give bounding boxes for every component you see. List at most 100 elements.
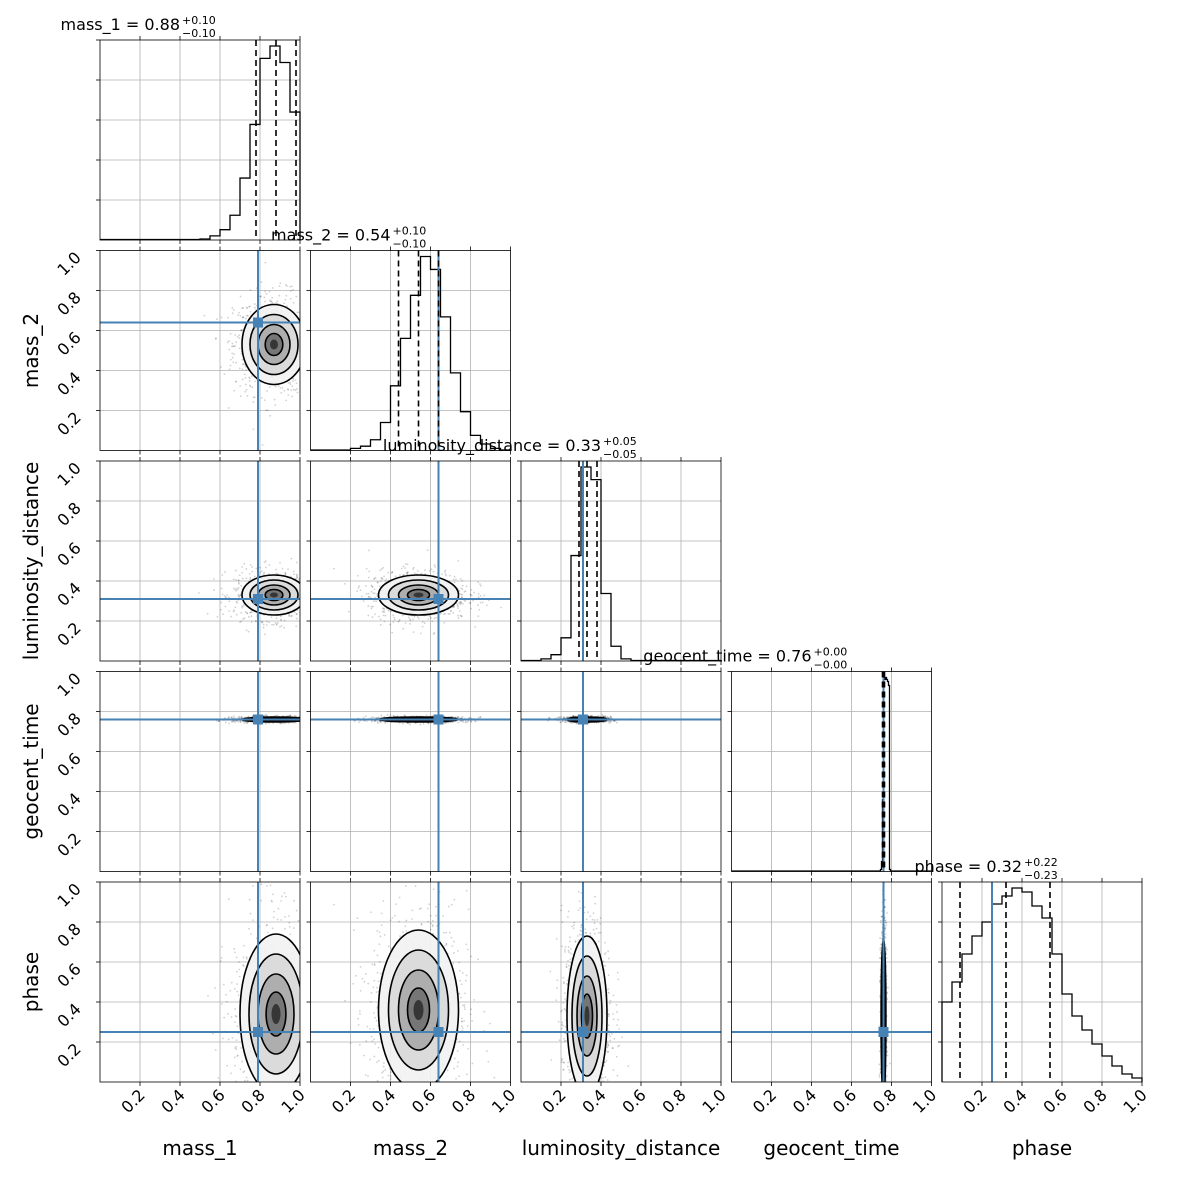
sample-point <box>379 623 382 626</box>
sample-point <box>383 608 386 610</box>
panel-frame <box>310 250 511 451</box>
sample-point <box>444 612 447 615</box>
sample-point <box>379 569 382 572</box>
sample-point <box>242 316 245 319</box>
sample-point <box>227 716 230 719</box>
sample-point <box>333 567 335 570</box>
sample-point <box>417 617 420 620</box>
sample-point <box>356 574 359 577</box>
sample-point <box>291 285 293 288</box>
joint-panel-mass_1-mass_2 <box>96 246 301 455</box>
sample-point <box>234 333 237 336</box>
sample-point <box>246 722 249 724</box>
sample-point <box>357 587 360 589</box>
sample-point <box>291 380 294 383</box>
sample-point <box>296 388 298 390</box>
sample-point <box>426 549 429 552</box>
sample-point <box>248 572 251 575</box>
sample-point <box>245 577 248 580</box>
sample-point <box>398 618 401 621</box>
sample-point <box>240 329 242 331</box>
sample-point <box>284 572 287 575</box>
sample-point <box>239 621 241 624</box>
title-plus: +0.00 <box>814 646 848 659</box>
sample-point <box>370 590 373 593</box>
sample-point <box>358 585 360 587</box>
sample-point <box>251 386 254 389</box>
sample-point <box>470 720 473 723</box>
sample-point <box>235 600 238 603</box>
sample-point <box>245 612 248 615</box>
sample-point <box>421 621 424 623</box>
sample-point <box>416 615 419 618</box>
sample-point <box>289 714 292 717</box>
sample-point <box>241 368 244 371</box>
sample-point <box>279 561 281 564</box>
sample-point <box>399 574 401 576</box>
sample-point <box>264 713 267 716</box>
sample-point <box>460 601 463 604</box>
sample-point <box>238 716 241 719</box>
sample-point <box>456 716 458 719</box>
sample-point <box>241 378 244 381</box>
sample-point <box>384 722 387 724</box>
sample-point <box>606 720 609 722</box>
sample-point <box>288 715 291 717</box>
panel-frame <box>310 460 511 662</box>
sample-point <box>250 611 253 614</box>
sample-point <box>239 384 242 387</box>
sample-point <box>432 633 435 635</box>
sample-point <box>254 620 257 622</box>
sample-point <box>273 398 276 401</box>
sample-point <box>416 569 419 572</box>
sample-point <box>287 388 290 391</box>
sample-point <box>245 568 248 570</box>
sample-point <box>243 562 246 565</box>
sample-point <box>249 289 252 292</box>
sample-point <box>401 614 404 617</box>
sample-point <box>234 380 237 383</box>
sample-point <box>287 394 290 396</box>
sample-point <box>242 363 245 366</box>
sample-point <box>389 623 392 626</box>
sample-point <box>276 621 279 624</box>
sample-point <box>288 615 291 617</box>
title-luminosity_distance: luminosity_distance = 0.33 <box>383 436 601 456</box>
sample-point <box>452 606 454 609</box>
sample-point <box>460 603 462 605</box>
sample-point <box>244 610 247 613</box>
sample-point <box>229 358 232 361</box>
sample-point <box>279 282 282 285</box>
sample-point <box>284 283 287 286</box>
sample-point <box>404 715 406 717</box>
sample-point <box>456 602 458 605</box>
sample-point <box>460 587 463 590</box>
sample-point <box>428 570 431 572</box>
sample-point <box>264 261 267 264</box>
sample-point <box>441 573 444 576</box>
sample-point <box>290 557 293 560</box>
sample-point <box>365 585 367 587</box>
sample-point <box>233 353 235 356</box>
sample-point <box>235 341 238 343</box>
sample-point <box>383 715 386 718</box>
sample-point <box>464 720 467 723</box>
sample-point <box>457 716 460 719</box>
sample-point <box>238 574 241 577</box>
sample-point <box>234 588 237 591</box>
sample-point <box>235 578 237 581</box>
sample-point <box>483 594 486 597</box>
sample-point <box>239 395 242 398</box>
sample-point <box>370 605 373 608</box>
sample-point <box>231 342 234 345</box>
sample-point <box>295 625 298 628</box>
sample-point <box>237 314 239 316</box>
sample-point <box>374 720 376 723</box>
sample-point <box>477 596 480 599</box>
marginal-panel-phase: phase = 0.32 +0.22−0.23 <box>915 856 1143 1086</box>
sample-point <box>260 295 263 298</box>
sample-point <box>290 614 293 617</box>
sample-point <box>367 576 370 579</box>
sample-point <box>292 377 295 380</box>
